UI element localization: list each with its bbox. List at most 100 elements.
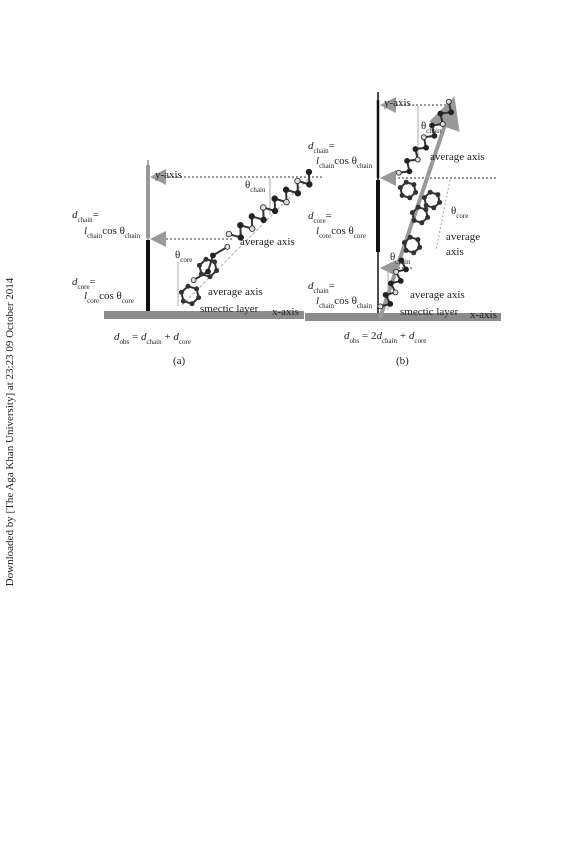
label-part: chain <box>319 302 335 310</box>
atom <box>413 189 419 195</box>
atom <box>237 221 244 229</box>
label: Downloaded by [The Aga Khan University] … <box>4 277 16 586</box>
label: (a) <box>173 355 186 367</box>
label: θchain <box>421 120 442 135</box>
atom <box>398 257 405 264</box>
label: lcorecos θcore <box>84 290 134 305</box>
label-part: d <box>72 276 78 288</box>
atom <box>305 168 313 176</box>
atom <box>392 289 399 296</box>
atom <box>417 244 423 250</box>
label-part: θ <box>175 249 180 261</box>
label-part: d <box>308 280 314 292</box>
label-part: = <box>93 209 99 221</box>
atom <box>207 274 213 280</box>
atom <box>190 277 197 284</box>
atom <box>407 234 413 240</box>
atom <box>414 156 421 163</box>
label-part: d <box>114 331 120 343</box>
label-part: core <box>319 232 331 240</box>
average-axis-line <box>181 176 311 306</box>
label: average axis <box>208 286 263 298</box>
label-part: cos θ <box>99 290 122 302</box>
label: y-axis <box>155 169 182 181</box>
atom <box>403 247 409 253</box>
atom <box>415 204 421 210</box>
ring <box>409 204 431 226</box>
label-part: θ <box>421 120 426 132</box>
atom <box>260 216 267 224</box>
atom <box>411 182 417 188</box>
label-part: l <box>316 155 319 167</box>
atom <box>189 301 195 307</box>
atom <box>435 192 441 198</box>
ring <box>401 234 423 256</box>
label-part: l <box>316 295 319 307</box>
atom <box>178 289 184 295</box>
atom <box>237 234 244 241</box>
label: smectic layer <box>200 303 259 315</box>
atom <box>423 144 430 151</box>
label-part: + <box>162 331 174 343</box>
atom <box>397 185 403 191</box>
label-part: chain <box>426 127 442 135</box>
atom <box>393 268 400 275</box>
atom <box>421 195 427 201</box>
atom <box>194 286 200 292</box>
label-part: chain <box>146 338 162 346</box>
label-part: l <box>84 290 87 302</box>
label-part: core <box>179 338 191 346</box>
atom <box>427 189 433 195</box>
atom <box>282 186 290 193</box>
atom <box>412 146 419 152</box>
molecule <box>190 243 231 284</box>
label-part: l <box>84 225 87 237</box>
label-part: chain <box>357 302 373 310</box>
label-part: l <box>316 225 319 237</box>
bond <box>193 245 228 282</box>
label-part: chain <box>250 186 266 194</box>
label-part: chain <box>125 232 141 240</box>
label: dcore= <box>308 210 332 225</box>
label-part: d <box>308 210 314 222</box>
label-part: = <box>326 210 332 222</box>
label: smectic layer <box>400 306 459 318</box>
label-part: chain <box>87 232 103 240</box>
ring <box>397 179 419 201</box>
atom <box>185 283 191 289</box>
molecule <box>377 257 409 310</box>
molecule <box>225 168 313 241</box>
label-part: chain <box>319 162 335 170</box>
label-part: chain <box>357 162 373 170</box>
atom <box>180 298 186 304</box>
label: θcore <box>175 249 192 264</box>
label-part: = <box>90 276 96 288</box>
atom <box>214 268 220 274</box>
atom <box>260 204 267 211</box>
label-part: = <box>329 280 335 292</box>
smectic-layer-bar <box>104 311 304 319</box>
label-part: θ <box>451 205 456 217</box>
atom <box>411 250 417 256</box>
atom <box>437 110 444 117</box>
atom <box>224 243 231 250</box>
label: axis <box>446 246 464 258</box>
atom <box>425 214 431 220</box>
atom <box>225 230 233 238</box>
label: average <box>446 231 480 243</box>
label: lcorecos θcore <box>316 225 366 240</box>
label: lchaincos θchain <box>84 225 141 240</box>
atom <box>419 220 425 226</box>
label: θchain <box>390 251 411 266</box>
atom <box>196 262 202 268</box>
label-part: chain <box>395 258 411 266</box>
atom <box>377 303 384 310</box>
atom <box>271 195 278 202</box>
atom <box>406 168 413 175</box>
atom <box>429 122 435 129</box>
label-part: θ <box>390 251 395 263</box>
atom <box>423 207 429 213</box>
label-part: chain <box>382 337 398 345</box>
label-part: obs <box>120 338 130 346</box>
label: x-axis <box>272 306 299 318</box>
